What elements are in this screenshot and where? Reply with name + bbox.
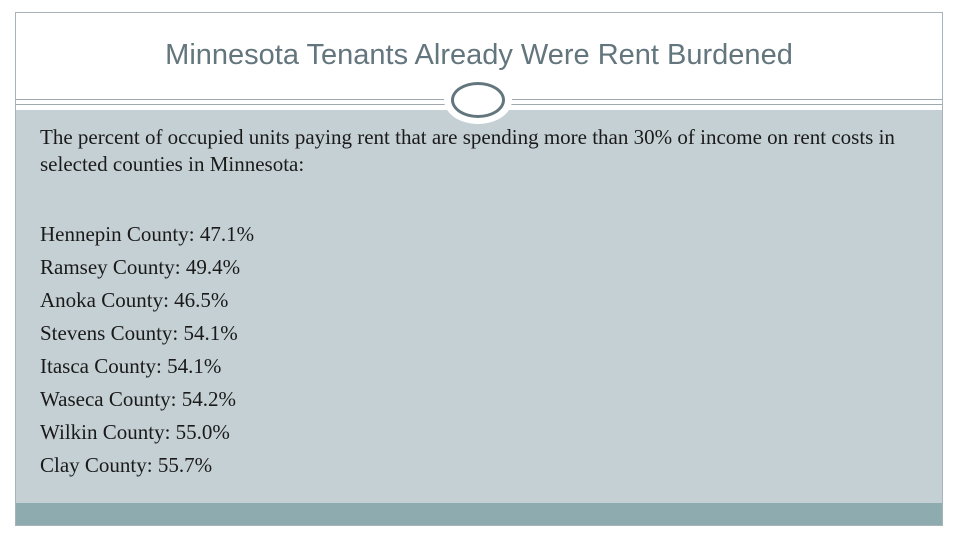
county-list: Hennepin County: 47.1% Ramsey County: 49… — [40, 218, 254, 482]
content-area: The percent of occupied units paying ren… — [16, 110, 942, 503]
list-item-clay: Clay County: 55.7% — [40, 453, 213, 477]
list-item-stevens: Stevens County: 54.1% — [40, 321, 238, 345]
list-item-wilkin: Wilkin County: 55.0% — [40, 420, 230, 444]
slide-title: Minnesota Tenants Already Were Rent Burd… — [165, 39, 793, 71]
intro-text: The percent of occupied units paying ren… — [40, 125, 895, 176]
list-item-hennepin: Hennepin County: 47.1% — [40, 222, 255, 246]
footer-bar — [16, 503, 942, 525]
list-item-ramsey: Ramsey County: 49.4% — [40, 255, 241, 279]
circle-ornament-icon — [451, 82, 505, 118]
slide: Minnesota Tenants Already Were Rent Burd… — [15, 12, 943, 526]
list-item-waseca: Waseca County: 54.2% — [40, 387, 237, 411]
list-item-itasca: Itasca County: 54.1% — [40, 354, 222, 378]
list-item-anoka: Anoka County: 46.5% — [40, 288, 229, 312]
